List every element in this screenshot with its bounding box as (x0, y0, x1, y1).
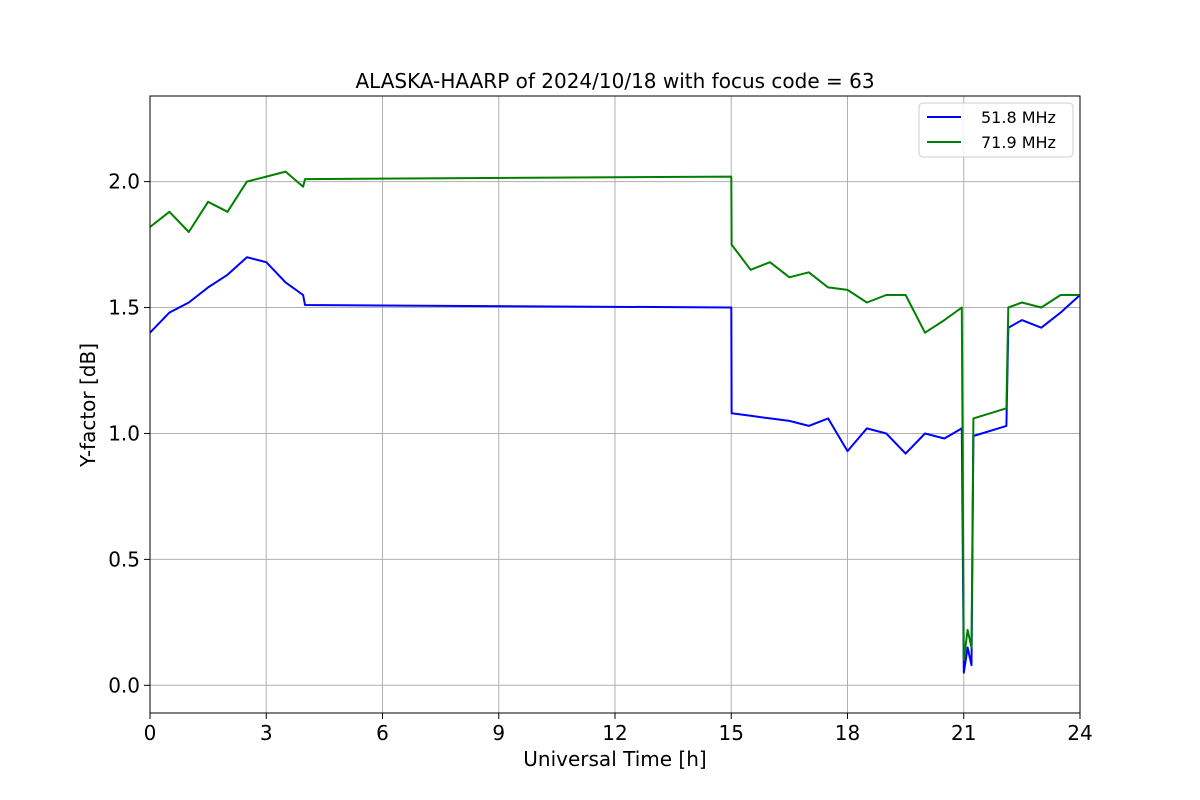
y-tick-label: 0.5 (108, 547, 140, 571)
y-tick-label: 0.0 (108, 673, 140, 697)
series-line-51-8-mhz (149, 256, 1081, 674)
x-axis-label: Universal Time [h] (523, 747, 706, 771)
x-tick-label: 18 (835, 721, 860, 745)
y-axis-label: Y-factor [dB] (76, 343, 100, 468)
ticks: 0 3 6 9 12 15 18 21 24 0.0 0.5 1.0 1.5 2.0 (108, 170, 1093, 745)
x-tick-label: 24 (1067, 721, 1092, 745)
y-tick-label: 1.5 (108, 296, 140, 320)
legend-label-71-9: 71.9 MHz (981, 133, 1056, 152)
x-tick-label: 6 (376, 721, 389, 745)
x-tick-label: 12 (602, 721, 627, 745)
x-tick-label: 21 (951, 721, 976, 745)
legend-label-51-8: 51.8 MHz (981, 108, 1056, 127)
y-tick-label: 1.0 (108, 421, 140, 445)
series-layer (149, 170, 1081, 674)
chart-title: ALASKA-HAARP of 2024/10/18 with focus co… (355, 69, 874, 93)
legend: 51.8 MHz 71.9 MHz (918, 102, 1074, 158)
y-tick-label: 2.0 (108, 170, 140, 194)
series-line-71-9-mhz (149, 170, 1080, 662)
x-tick-label: 3 (260, 721, 273, 745)
x-tick-label: 9 (492, 721, 505, 745)
x-tick-label: 15 (719, 721, 744, 745)
x-tick-label: 0 (144, 721, 157, 745)
